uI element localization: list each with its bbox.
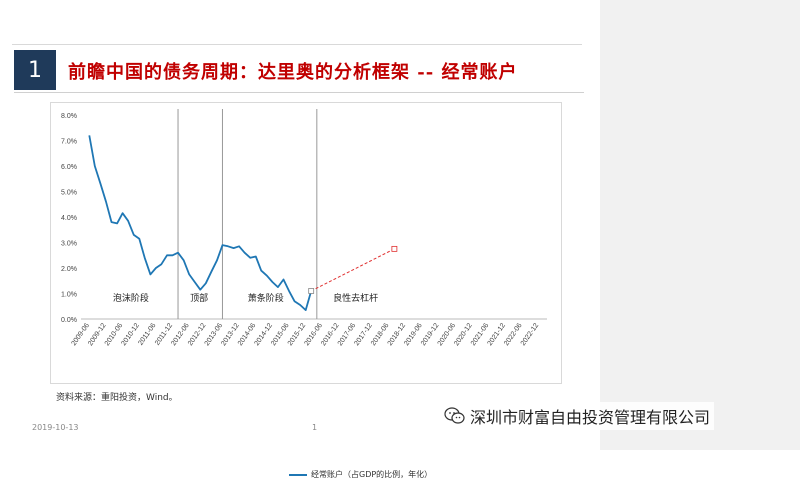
legend-label: 经常账户（占GDP的比例，年化） bbox=[311, 470, 433, 479]
phase-label: 良性去杠杆 bbox=[333, 292, 378, 304]
phase-label: 顶部 bbox=[190, 292, 208, 304]
section-number: 1 bbox=[14, 50, 56, 90]
y-tick-label: 8.0% bbox=[61, 113, 77, 120]
phase-label: 泡沫阶段 bbox=[113, 292, 149, 304]
y-tick-label: 2.0% bbox=[61, 266, 77, 273]
y-tick-label: 1.0% bbox=[61, 292, 77, 299]
legend: 经常账户（占GDP的比例，年化） bbox=[289, 469, 432, 480]
phase-label: 萧条阶段 bbox=[248, 292, 284, 304]
y-tick-label: 4.0% bbox=[61, 215, 77, 222]
y-tick-label: 5.0% bbox=[61, 190, 77, 197]
watermark: 深圳市财富自由投资管理有限公司 bbox=[440, 402, 715, 430]
right-margin bbox=[600, 0, 800, 450]
slide-title: 前瞻中国的债务周期：达里奥的分析框架 -- 经常账户 bbox=[68, 62, 518, 83]
projection-line bbox=[310, 248, 395, 292]
y-tick-label: 0.0% bbox=[61, 317, 77, 324]
slide: 1 前瞻中国的债务周期：达里奥的分析框架 -- 经常账户 0.0% 1.0% 2.0… bbox=[12, 44, 584, 479]
y-tick-label: 7.0% bbox=[61, 139, 77, 146]
y-tick-label: 3.0% bbox=[61, 241, 77, 248]
watermark-text: 深圳市财富自由投资管理有限公司 bbox=[470, 408, 711, 427]
y-tick-label: 6.0% bbox=[61, 164, 77, 171]
line-chart: 0.0%1.0%2.0%3.0%4.0%5.0%6.0%7.0%8.0%2009… bbox=[61, 109, 547, 347]
wechat-icon bbox=[444, 407, 465, 424]
source-note: 资料来源：重阳投资，Wind。 bbox=[56, 393, 178, 403]
page-number: 1 bbox=[312, 423, 318, 432]
title-rule bbox=[14, 92, 584, 93]
series-line bbox=[88, 135, 313, 311]
legend-swatch bbox=[289, 473, 307, 476]
projection-end-marker bbox=[391, 245, 398, 252]
chart-frame: 0.0% 1.0% 2.0% 3.0% 4.0% 5.0% 6.0% 7.0% 8.0% 2009… bbox=[50, 102, 562, 479]
footer-date: 2019-10-13 bbox=[32, 423, 79, 432]
top-rule bbox=[12, 44, 582, 45]
projection-start-marker bbox=[308, 288, 315, 294]
